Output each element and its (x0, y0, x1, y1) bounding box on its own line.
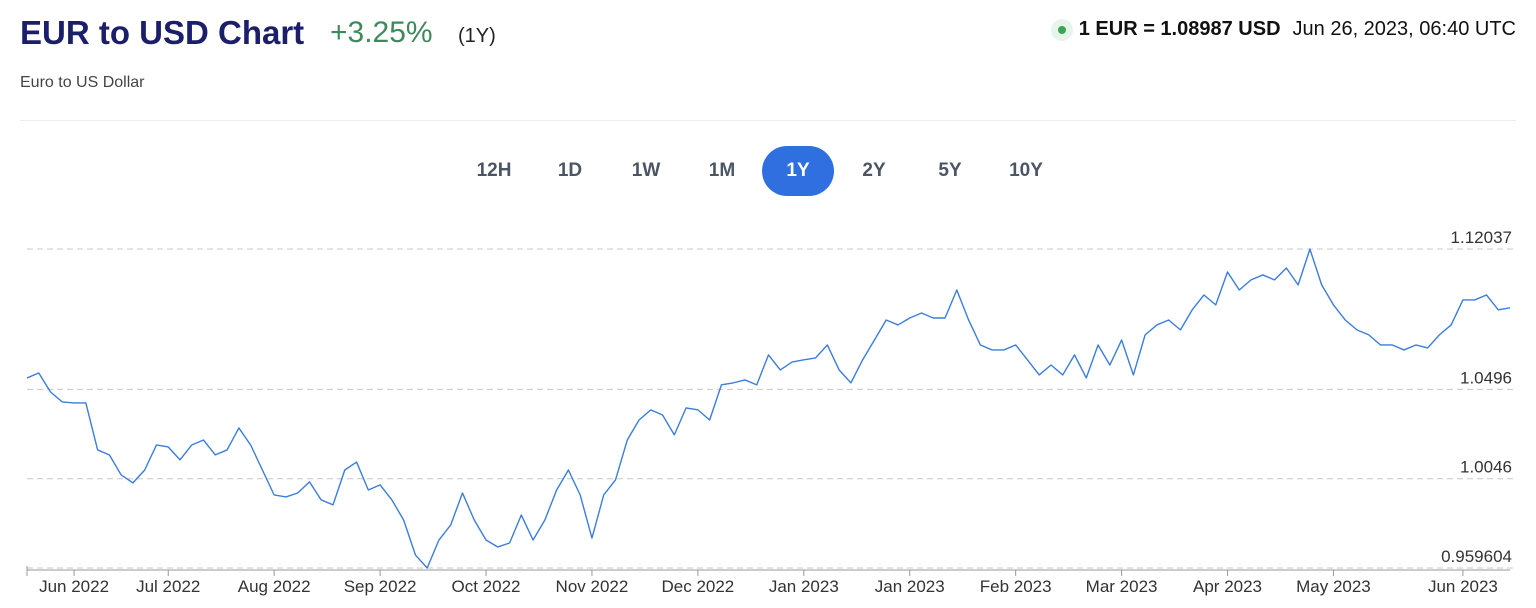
range-button[interactable]: 1W (631, 160, 661, 181)
x-tick-label: Jun 2023 (1428, 577, 1498, 596)
range-buttons: 12H 1D 1W 1M 1Y 2Y 5Y 10Y (0, 146, 1528, 196)
x-tick-label: May 2023 (1296, 577, 1371, 596)
range-button[interactable]: 1D (557, 160, 583, 181)
status: 1 EUR = 1.08987 USD Jun 26, 2023, 06:40 … (1050, 18, 1516, 41)
range-button[interactable]: 12H (476, 160, 512, 181)
x-tick-label: Sep 2022 (344, 577, 417, 596)
range-button[interactable]: 10Y (1009, 160, 1043, 181)
line (26, 248, 1511, 569)
range-button[interactable]: 1M (708, 160, 736, 181)
x-tick-label: Feb 2023 (980, 577, 1052, 596)
x-tick-label: Aug 2022 (238, 577, 311, 596)
x-tick-label: Dec 2022 (661, 577, 734, 596)
x-tick-label: Mar 2023 (1086, 577, 1158, 596)
period: (1Y) (458, 25, 496, 47)
y-tick-label: 1.0046 (1460, 458, 1512, 477)
y-tick-label: 1.12037 (1451, 228, 1512, 247)
rate: 1 EUR = 1.08987 USD (1078, 18, 1281, 40)
range-button[interactable]: 2Y (862, 160, 886, 181)
x-tick-label: Oct 2022 (452, 577, 521, 596)
y-tick-label: 0.959604 (1441, 547, 1512, 566)
x-tick-label: Jan 2023 (875, 577, 945, 596)
x-tick-label: Jun 2022 (39, 577, 109, 596)
change: +3.25% (330, 16, 433, 49)
title: EUR to USD Chart (20, 14, 305, 51)
timestamp: Jun 26, 2023, 06:40 UTC (1292, 18, 1516, 40)
x-tick-label: Jul 2022 (136, 577, 200, 596)
x-tick-label: Apr 2023 (1193, 577, 1262, 596)
y-tick-label: 1.0496 (1460, 368, 1512, 387)
separator (20, 120, 1516, 121)
live-dot (1050, 18, 1073, 41)
range-button[interactable]: 5Y (938, 160, 962, 181)
subtitle: Euro to US Dollar (20, 74, 145, 91)
x-tick-label: Nov 2022 (556, 577, 629, 596)
x-tick-label: Jan 2023 (769, 577, 839, 596)
range-button[interactable]: 1Y (762, 146, 834, 196)
